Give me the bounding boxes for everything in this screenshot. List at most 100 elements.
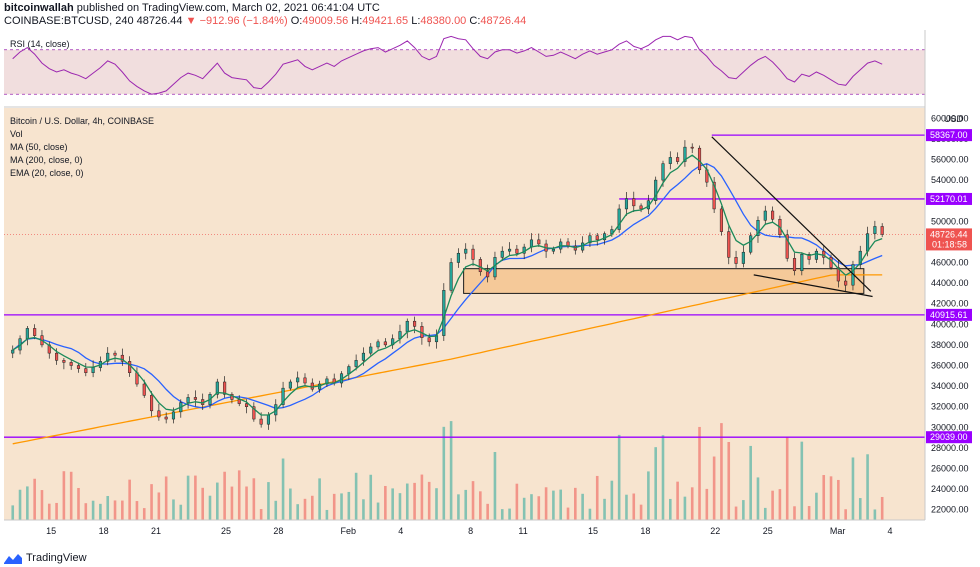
candle-body [376,341,380,348]
volume-bar [354,472,358,520]
volume-bar [727,442,731,520]
volume-bar [237,470,241,520]
y-tick-9: 40000.00 [931,319,969,329]
candle-body [734,257,738,264]
candle-body [866,233,870,252]
level-tag-bg-2 [926,308,972,321]
x-tick-5: Feb [341,526,357,536]
candle-body [259,418,263,425]
volume-bar [544,487,548,520]
volume-bar [26,486,29,520]
candle-body [661,163,665,181]
candle-body [186,397,190,403]
time-axis-bg[interactable] [4,520,925,540]
volume-bar [69,471,73,520]
currency-label: USD [944,114,964,124]
volume-bar [449,421,453,520]
legend-ma200[interactable]: MA (200, close, 0) [10,155,83,165]
c-label: C: [469,15,481,27]
volume-bar [559,489,563,520]
volume-bar [274,500,278,520]
y-tick-4: 30000.00 [931,422,969,432]
level-tags: 58367.00 52170.01 40915.61 29039.00 [926,129,972,444]
volume-bar [18,489,22,520]
candle-body [676,157,680,162]
candle-body [361,352,365,361]
volume-bar [500,509,504,520]
volume-bar [157,492,161,520]
candle-body [807,254,811,260]
candle-body [266,414,271,425]
volume-bar [647,471,650,520]
volume-bar [530,494,533,520]
candle-body [844,280,848,286]
volume-bar [508,508,511,520]
candle-body [858,250,862,265]
candle-body [237,399,241,404]
x-tick-11: 22 [710,526,720,536]
volume-bar [822,475,826,520]
volume-bar [632,493,636,520]
y-tick-6: 34000.00 [931,381,969,391]
volume-bar [866,454,869,520]
price-pane-bg [4,108,925,520]
candle-body [150,395,154,412]
candle-body [785,234,789,259]
candle-body [668,157,672,164]
candle-body [113,352,117,356]
candle-body [595,235,599,241]
volume-bar [332,493,336,520]
volume-bar [259,509,263,520]
publisher-name[interactable]: bitcoinwallah [4,2,74,14]
ohlc-header: COINBASE:BTCUSD, 240 48726.44 ▼ −912.96 … [4,15,526,27]
x-tick-13: Mar [830,526,846,536]
candle-body [515,248,519,254]
volume-bar [785,436,789,520]
volume-bar [84,503,88,520]
candle-body [171,411,176,420]
volume-bar [617,434,621,520]
support-box [463,268,865,294]
volume-bar [230,486,234,520]
volume-bar [829,476,833,520]
ma50-line [12,162,883,410]
candle-body [697,147,702,171]
tradingview-logo-icon [4,553,22,564]
volume-bar [289,488,292,520]
volume-bar [99,503,102,520]
volume-bar [479,491,482,520]
legend-title: Bitcoin / U.S. Dollar, 4h, COINBASE [10,116,154,126]
volume-bar [398,493,402,520]
y-tick-12: 46000.00 [931,258,969,268]
volume-bar [690,487,694,520]
legend-vol[interactable]: Vol [10,129,23,139]
o-value: 49009.56 [302,15,349,27]
rsi-band [4,49,925,95]
candle-body [288,381,292,389]
candle-body [33,328,37,336]
candle-body [486,271,490,278]
volume-bar [771,490,774,520]
volume-bar [712,456,716,520]
candle-body [683,146,687,162]
legend-ema20[interactable]: EMA (20, close, 0) [10,168,84,178]
candle-body [405,320,409,332]
volume-bar [427,481,431,520]
volume-bars [11,421,884,520]
volume-bar [515,483,519,520]
y-tick-1: 24000.00 [931,484,969,494]
publish-info: bitcoinwallah published on TradingView.c… [4,2,380,14]
volume-bar [471,481,475,520]
volume-bar [11,505,15,520]
volume-bar [778,489,782,520]
candle-body [588,235,592,244]
change-down-icon: ▼ [185,15,197,27]
candle-body [537,239,541,245]
legend-ma50[interactable]: MA (50, close) [10,142,68,152]
volume-bar [91,500,95,520]
footer-brand[interactable]: TradingView [26,552,87,564]
y-tick-7: 36000.00 [931,361,969,371]
level-tag-3: 29039.00 [930,432,968,442]
volume-bar [384,485,387,520]
